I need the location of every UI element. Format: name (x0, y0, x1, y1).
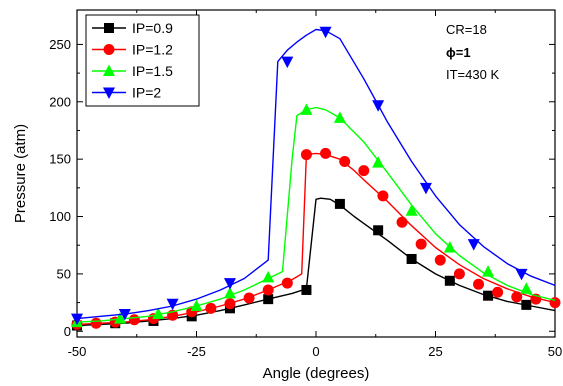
data-point (467, 239, 480, 251)
data-point (373, 225, 384, 236)
legend-label: IP=2 (132, 85, 161, 101)
data-point (515, 268, 528, 281)
legend-item: IP=0.9 (92, 20, 173, 36)
data-point (482, 265, 495, 277)
data-point (419, 182, 432, 195)
data-point (339, 155, 351, 167)
data-point (281, 277, 293, 289)
legend-marker (103, 87, 115, 99)
x-axis-label: Angle (degrees) (263, 365, 370, 382)
data-point (334, 198, 345, 209)
data-point (300, 149, 312, 161)
series-layer (71, 26, 561, 331)
y-tick-label: 200 (49, 94, 71, 109)
legend-marker (103, 64, 115, 76)
data-point (118, 309, 131, 321)
data-point (224, 298, 236, 310)
data-point (301, 284, 312, 295)
y-tick-label: 0 (64, 324, 71, 339)
data-point (396, 216, 408, 228)
data-point (444, 275, 455, 286)
series-ip-1-2 (71, 147, 561, 330)
series-ip-2 (71, 26, 556, 326)
data-point (320, 147, 332, 159)
legend-label: IP=1.5 (132, 63, 173, 79)
data-point (262, 270, 275, 283)
legend-item: IP=1.2 (92, 42, 173, 58)
legend: IP=0.9 IP=1.2 IP=1.5 IP=2 (85, 14, 200, 107)
data-point (520, 282, 533, 294)
data-point (223, 278, 236, 290)
series-line (76, 197, 556, 327)
legend-item: IP=1.5 (92, 63, 173, 79)
data-point (190, 299, 203, 312)
data-point (492, 286, 504, 298)
data-point (521, 299, 532, 310)
data-point (281, 56, 294, 69)
legend-marker (104, 23, 114, 33)
annotations: CR=18 ϕ=1 IT=430 K (446, 22, 499, 82)
y-tick-label: 250 (49, 37, 71, 52)
data-point (377, 190, 389, 202)
data-point (114, 312, 127, 324)
y-axis-label: Pressure (atm) (12, 124, 29, 223)
data-point (333, 111, 346, 123)
data-point (166, 298, 179, 311)
data-point (358, 165, 370, 177)
x-tick-label: 50 (548, 344, 562, 359)
data-point (71, 313, 83, 326)
data-point (90, 317, 102, 329)
x-tick-label: 25 (428, 344, 442, 359)
data-point (415, 238, 427, 250)
data-point (263, 294, 274, 305)
series-line (76, 106, 556, 323)
data-point (443, 241, 456, 253)
axes-layer: -50 -25 0 25 50 0 50 100 150 200 250 Angle (degrees… (12, 9, 562, 382)
data-point (453, 268, 465, 280)
data-point (243, 292, 255, 304)
data-point (434, 254, 446, 266)
data-point (406, 253, 417, 264)
legend-marker (103, 44, 115, 55)
x-tick-label: -50 (68, 344, 87, 359)
data-point (372, 100, 385, 112)
annotation-cr: CR=18 (446, 22, 487, 37)
data-point (319, 26, 332, 39)
y-tick-label: 150 (49, 152, 71, 167)
data-point (152, 307, 165, 320)
data-point (405, 204, 418, 216)
data-point (372, 156, 385, 168)
data-point (300, 103, 313, 115)
legend-label: IP=1.2 (132, 42, 173, 58)
legend-label: IP=0.9 (132, 20, 173, 36)
legend-item: IP=2 (92, 85, 161, 101)
data-point (223, 286, 236, 299)
y-tick-label: 100 (49, 209, 71, 224)
data-point (128, 314, 140, 326)
x-tick-label: 0 (312, 344, 319, 359)
data-point (473, 278, 485, 290)
annotation-phi: ϕ=1 (446, 45, 471, 60)
y-tick-label: 50 (57, 266, 71, 281)
x-tick-label: -25 (187, 344, 206, 359)
data-point (511, 291, 523, 303)
series-ip-1-5 (71, 103, 556, 328)
data-point (483, 290, 494, 301)
data-point (262, 284, 274, 296)
data-point (205, 302, 217, 314)
annotation-it: IT=430 K (446, 67, 499, 82)
